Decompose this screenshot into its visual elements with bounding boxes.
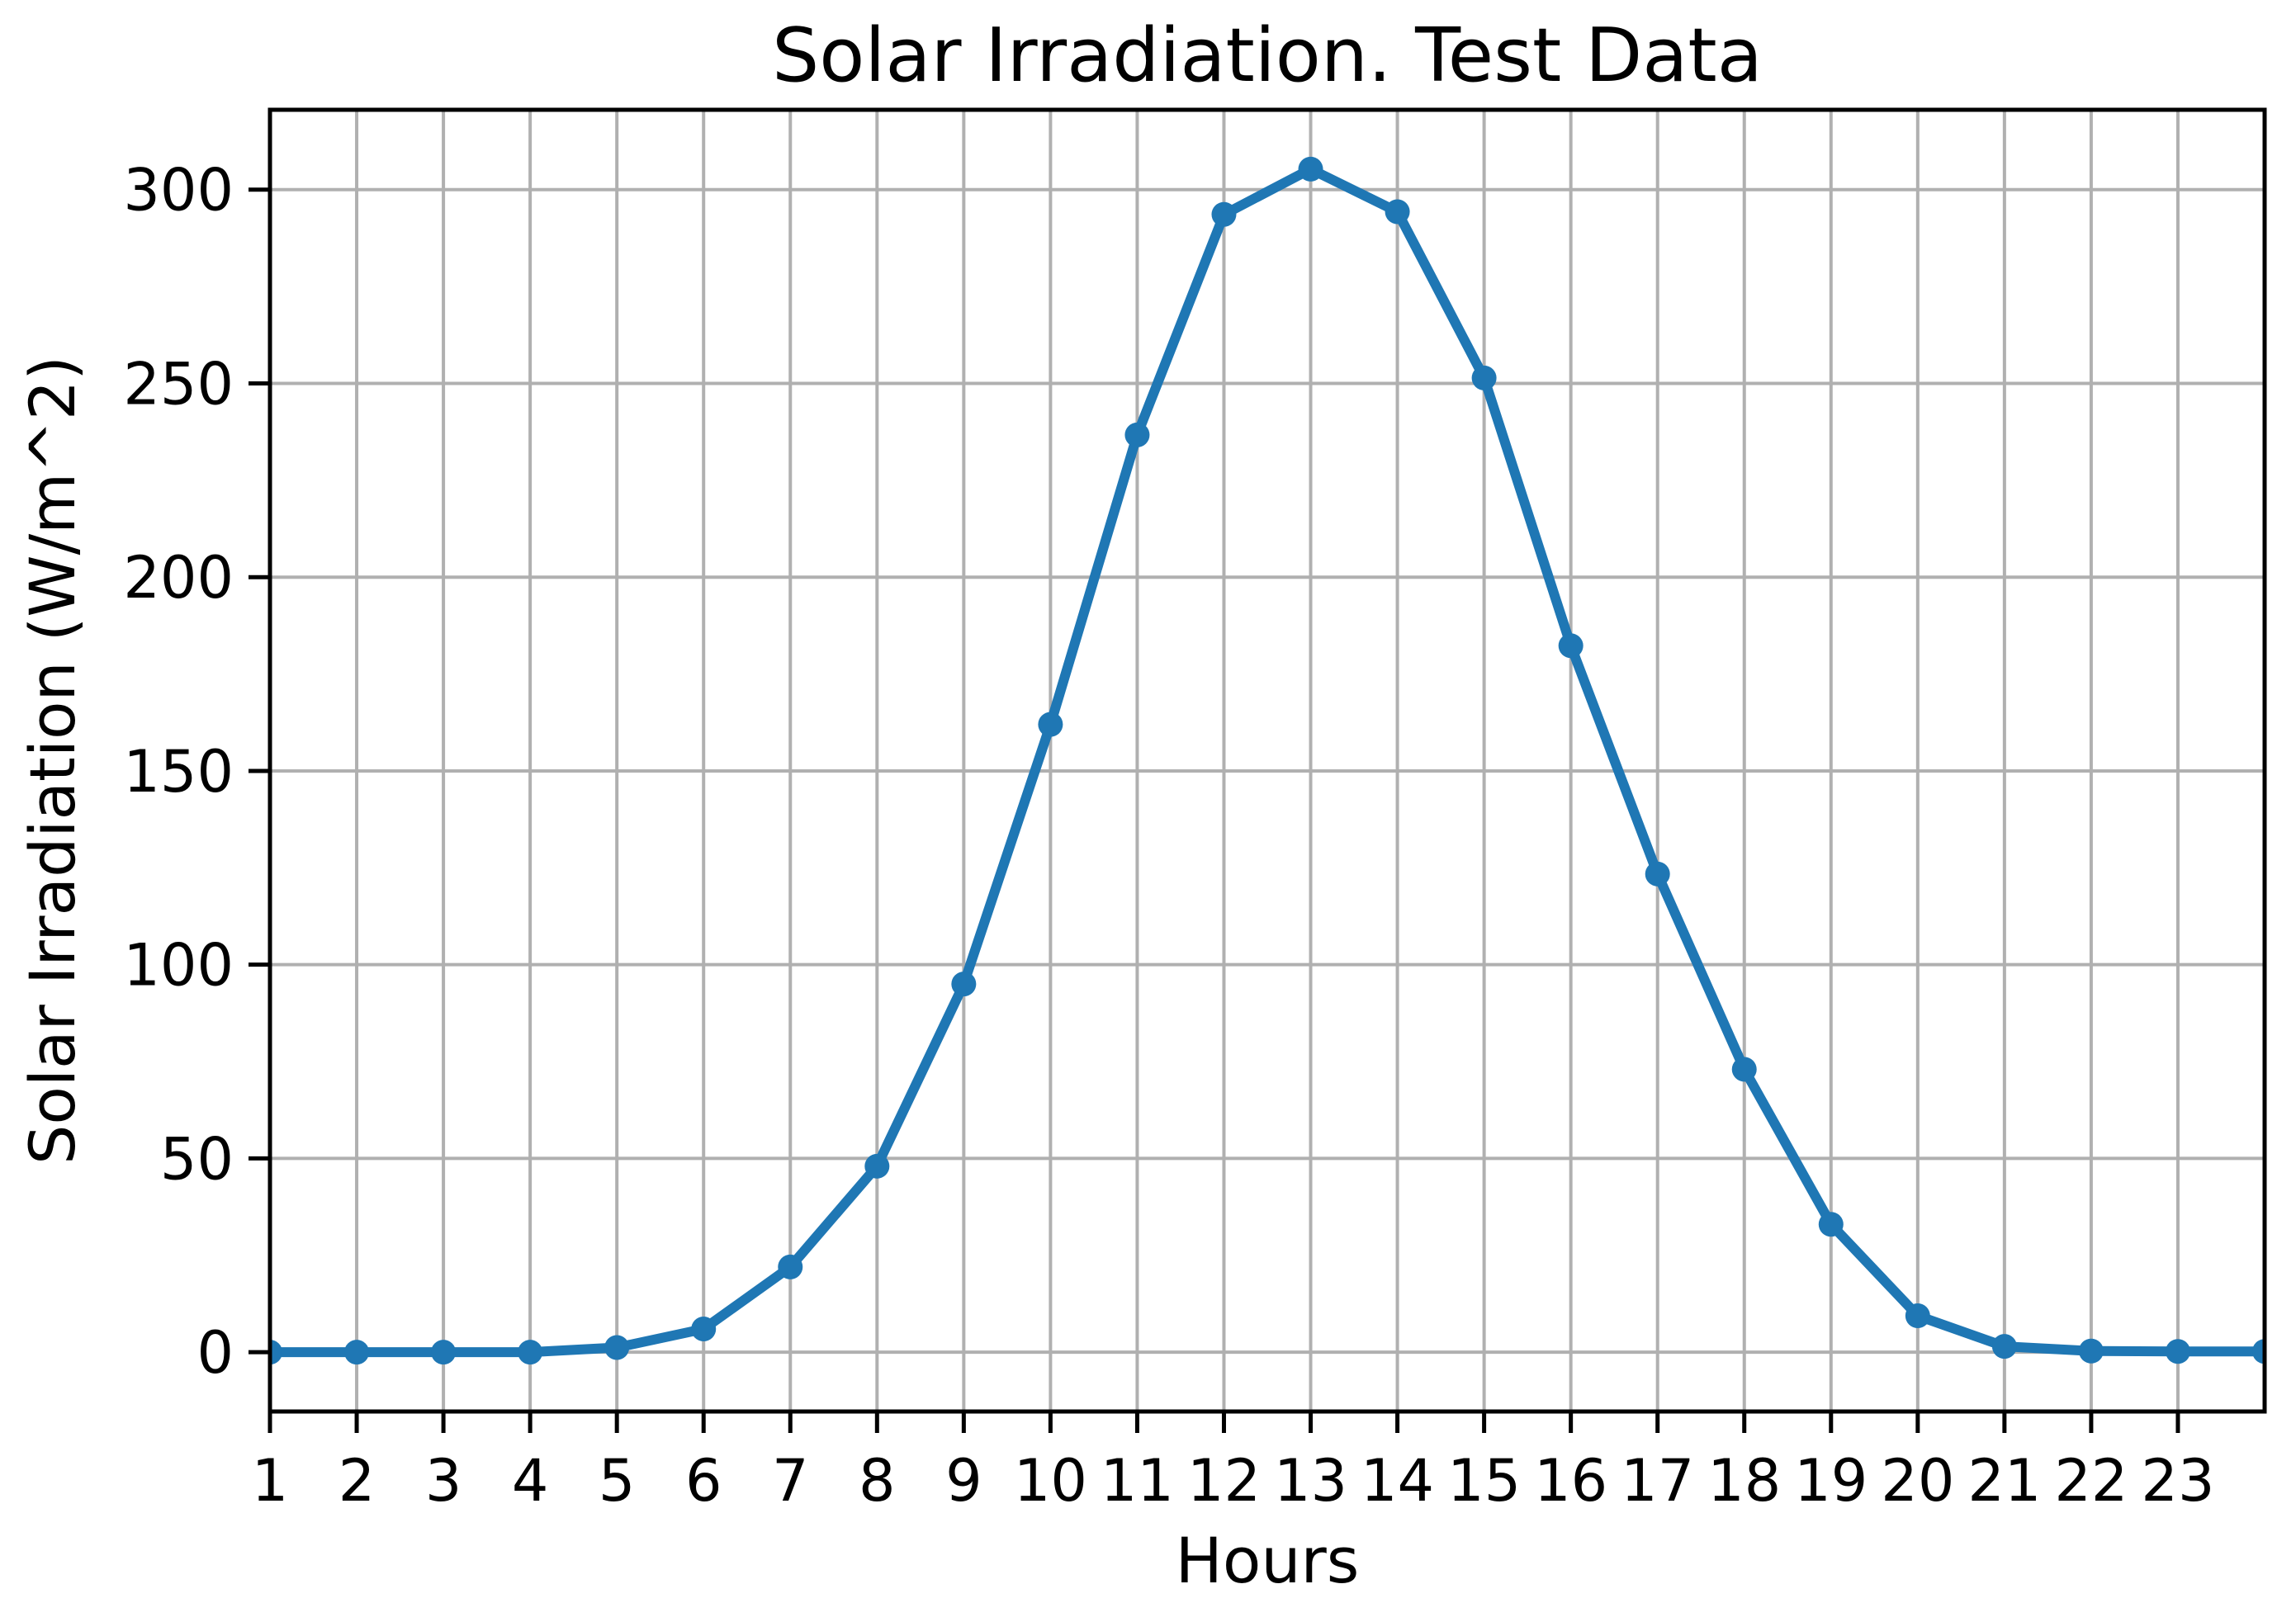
x-tick-label: 10 — [1014, 1447, 1087, 1515]
y-tick-label: 300 — [123, 157, 234, 225]
y-axis-label: Solar Irradiation (W/m^2) — [16, 356, 89, 1165]
data-point — [778, 1254, 803, 1279]
x-tick-label: 9 — [945, 1447, 982, 1515]
plot-border — [267, 107, 2267, 1414]
x-tick-label: 20 — [1881, 1447, 1954, 1515]
x-tick-label: 21 — [1967, 1447, 2041, 1515]
data-point — [2165, 1339, 2190, 1364]
x-tick-label: 11 — [1101, 1447, 1174, 1515]
x-axis-label: Hours — [1176, 1524, 1360, 1597]
x-tick-label: 2 — [338, 1447, 376, 1515]
axes-layer — [249, 107, 2267, 1433]
data-point — [604, 1335, 630, 1360]
data-point — [1038, 712, 1063, 737]
data-point — [1731, 1057, 1757, 1082]
y-tick-label: 200 — [123, 544, 234, 612]
series-line — [270, 163, 2265, 1358]
x-tick-label: 15 — [1447, 1447, 1521, 1515]
x-tick-label: 19 — [1794, 1447, 1868, 1515]
data-point — [518, 1340, 543, 1365]
y-tick-label: 250 — [123, 350, 234, 418]
y-tick-label: 50 — [160, 1125, 234, 1193]
data-point — [864, 1153, 890, 1179]
data-point — [2078, 1338, 2104, 1364]
x-tick-label: 3 — [425, 1447, 462, 1515]
data-point — [344, 1340, 370, 1365]
data-point — [1991, 1334, 2017, 1359]
series-layer — [270, 156, 2265, 1365]
x-tick-label: 7 — [772, 1447, 809, 1515]
x-tick-label: 23 — [2141, 1447, 2214, 1515]
y-tick-label: 150 — [123, 738, 234, 806]
data-point — [951, 972, 977, 997]
x-tick-label: 5 — [599, 1447, 636, 1515]
data-point — [1298, 156, 1323, 182]
data-point — [270, 1340, 282, 1365]
data-point — [691, 1316, 717, 1341]
tick-label-layer: 1 2 3 4 5 6 7 8 9 10 11 12 13 14 15 16 17 18 19 20 21 22 23050… — [123, 157, 2214, 1515]
x-tick-label: 1 — [252, 1447, 289, 1515]
data-point — [1211, 201, 1237, 227]
data-point — [1124, 422, 1150, 447]
x-tick-label: 13 — [1274, 1447, 1347, 1515]
x-tick-label: 16 — [1534, 1447, 1607, 1515]
data-point — [1471, 365, 1497, 390]
y-tick-label: 100 — [123, 932, 234, 1000]
x-tick-label: 18 — [1707, 1447, 1781, 1515]
x-tick-label: 6 — [685, 1447, 722, 1515]
x-tick-label: 8 — [859, 1447, 896, 1515]
data-point — [431, 1340, 457, 1365]
data-point — [1385, 199, 1410, 225]
x-tick-label: 14 — [1361, 1447, 1434, 1515]
x-tick-label: 12 — [1187, 1447, 1261, 1515]
data-point — [1818, 1212, 1844, 1237]
data-point — [1558, 633, 1584, 659]
y-tick-label: 0 — [196, 1319, 234, 1387]
chart-title: Solar Irradiation. Test Data — [772, 12, 1763, 99]
data-point — [1905, 1303, 1930, 1329]
grid-layer — [268, 110, 2265, 1411]
x-tick-label: 17 — [1621, 1447, 1694, 1515]
x-tick-label: 4 — [512, 1447, 549, 1515]
x-tick-label: 22 — [2054, 1447, 2128, 1515]
data-point — [1645, 861, 1670, 887]
data-point — [2252, 1339, 2265, 1364]
